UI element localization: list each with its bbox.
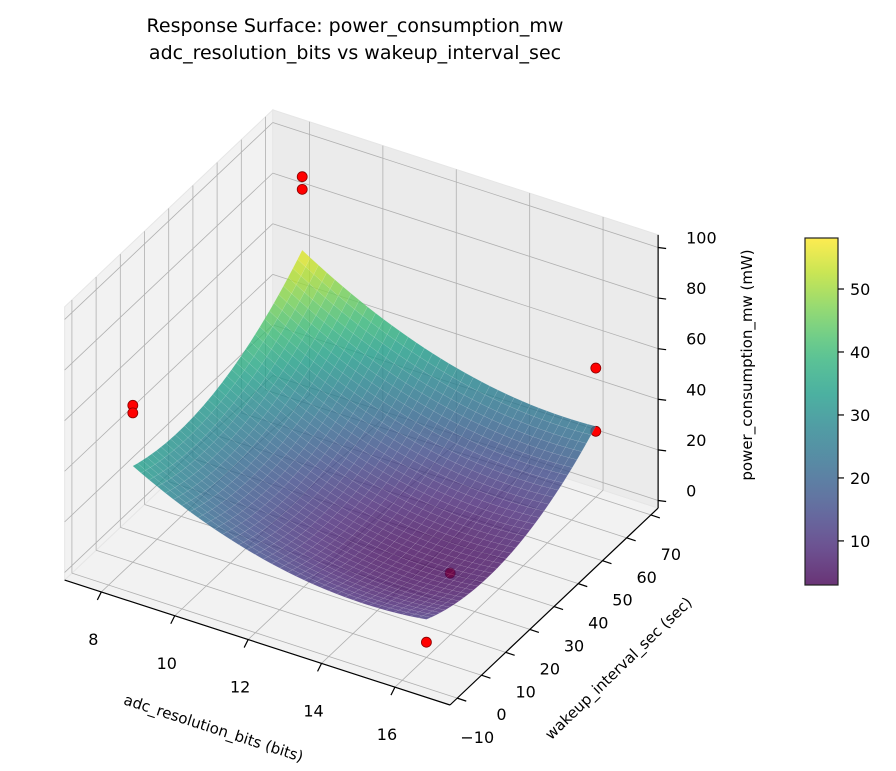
- grid-line-z: [64, 223, 274, 421]
- surface-patch: [431, 608, 446, 613]
- grid-line-z: [272, 122, 659, 248]
- z-tick: [658, 297, 667, 300]
- z-axis-label: power_consumption_mw (mW): [738, 249, 757, 480]
- scatter-front: [127, 171, 602, 419]
- grid-line-z: [64, 274, 274, 472]
- colorbar-tick-label: 10: [850, 532, 870, 551]
- z-tick-label: 0: [686, 481, 696, 500]
- surface-patch: [436, 605, 451, 611]
- grid-line-z: [64, 122, 274, 320]
- surface-patch: [544, 487, 559, 498]
- grid-line-z: [64, 172, 274, 371]
- surface-patch: [460, 588, 474, 595]
- grid-line-y: [120, 526, 506, 653]
- x-tick-label: 10: [157, 654, 177, 673]
- x-tick: [390, 686, 396, 696]
- x-tick-label: 12: [230, 678, 250, 697]
- y-tick: [553, 605, 564, 611]
- z-tick-label: 80: [686, 279, 706, 298]
- y-tick-label: 60: [636, 568, 656, 587]
- scatter-point: [421, 636, 432, 648]
- y-tick: [650, 514, 661, 519]
- scatter-point: [296, 183, 308, 195]
- y-tick-label: 20: [540, 659, 560, 678]
- x-axis-line: [64, 579, 451, 706]
- chart-subtitle: adc_resolution_bits vs wakeup_interval_s…: [149, 42, 561, 64]
- z-tick: [658, 348, 667, 351]
- x-tick: [317, 663, 323, 672]
- colorbar-tick-label: 40: [850, 343, 870, 362]
- scatter-point: [590, 362, 602, 374]
- surface-patch: [450, 595, 465, 602]
- grid-line-z: [272, 223, 659, 350]
- grid-line-z: [64, 324, 274, 523]
- z-tick: [658, 246, 667, 250]
- surface-patch: [526, 515, 540, 525]
- colorbar-tick-label: 20: [850, 469, 870, 488]
- z-tick-label: 100: [686, 228, 717, 247]
- z-tick-label: 60: [686, 330, 706, 349]
- z-tick-label: 40: [686, 380, 706, 399]
- z-tick: [658, 398, 667, 401]
- colorbar-tick-label: 50: [850, 280, 870, 299]
- surface-patch: [516, 528, 531, 537]
- x-tick: [243, 639, 249, 648]
- surface-patch: [507, 539, 521, 548]
- y-tick: [529, 628, 540, 633]
- colorbar: 10 20 30 40 50: [804, 237, 870, 586]
- x-tick: [170, 615, 176, 625]
- x-tick-label: 16: [377, 725, 397, 744]
- y-tick: [626, 537, 636, 542]
- y-tick-label: 0: [496, 705, 506, 724]
- x-tick-label: 8: [88, 630, 98, 649]
- y-tick: [457, 697, 467, 702]
- x-tick-label: 14: [303, 701, 323, 720]
- surface-patch: [441, 602, 456, 608]
- surface: [132, 249, 597, 620]
- colorbar-tick-label: 30: [850, 406, 870, 425]
- surface-patch: [568, 449, 582, 460]
- y-tick-label: −10: [460, 728, 494, 747]
- y-tick-label: 30: [564, 637, 584, 656]
- surface-patch: [563, 457, 578, 468]
- z-tick: [658, 499, 667, 503]
- z-tick: [658, 449, 667, 452]
- y-tick-label: 50: [612, 591, 632, 610]
- surface-patch: [573, 440, 587, 452]
- colorbar-bar: [804, 237, 839, 586]
- surface-patch: [445, 599, 460, 605]
- surface-patch: [479, 571, 493, 578]
- chart-title: Response Surface: power_consumption_mw: [147, 15, 564, 37]
- y-tick-label: 10: [515, 682, 535, 701]
- y-tick: [602, 560, 612, 565]
- surface-patch: [577, 432, 592, 444]
- y-axis-label: wakeup_interval_sec (sec): [541, 593, 696, 744]
- y-tick: [481, 674, 491, 679]
- y-tick-label: 70: [661, 545, 681, 564]
- grid-line-z: [272, 172, 659, 299]
- y-tick-label: 40: [588, 614, 608, 633]
- y-tick: [578, 583, 588, 588]
- grid-line-y: [95, 549, 482, 676]
- surface-patch: [521, 521, 535, 531]
- surface-patch: [427, 610, 442, 616]
- surface-patch: [512, 534, 526, 543]
- surface-patch: [559, 465, 573, 476]
- scatter-point: [127, 407, 139, 419]
- x-axis-label: adc_resolution_bits (bits): [121, 691, 305, 767]
- surface-patch: [417, 615, 432, 620]
- y-tick: [505, 651, 515, 656]
- scatter-point: [296, 171, 308, 183]
- surface-patch: [502, 545, 517, 554]
- grid-line-y: [71, 572, 458, 699]
- surface-patch: [455, 592, 470, 598]
- x-tick: [96, 591, 102, 601]
- z-tick-label: 20: [686, 431, 706, 450]
